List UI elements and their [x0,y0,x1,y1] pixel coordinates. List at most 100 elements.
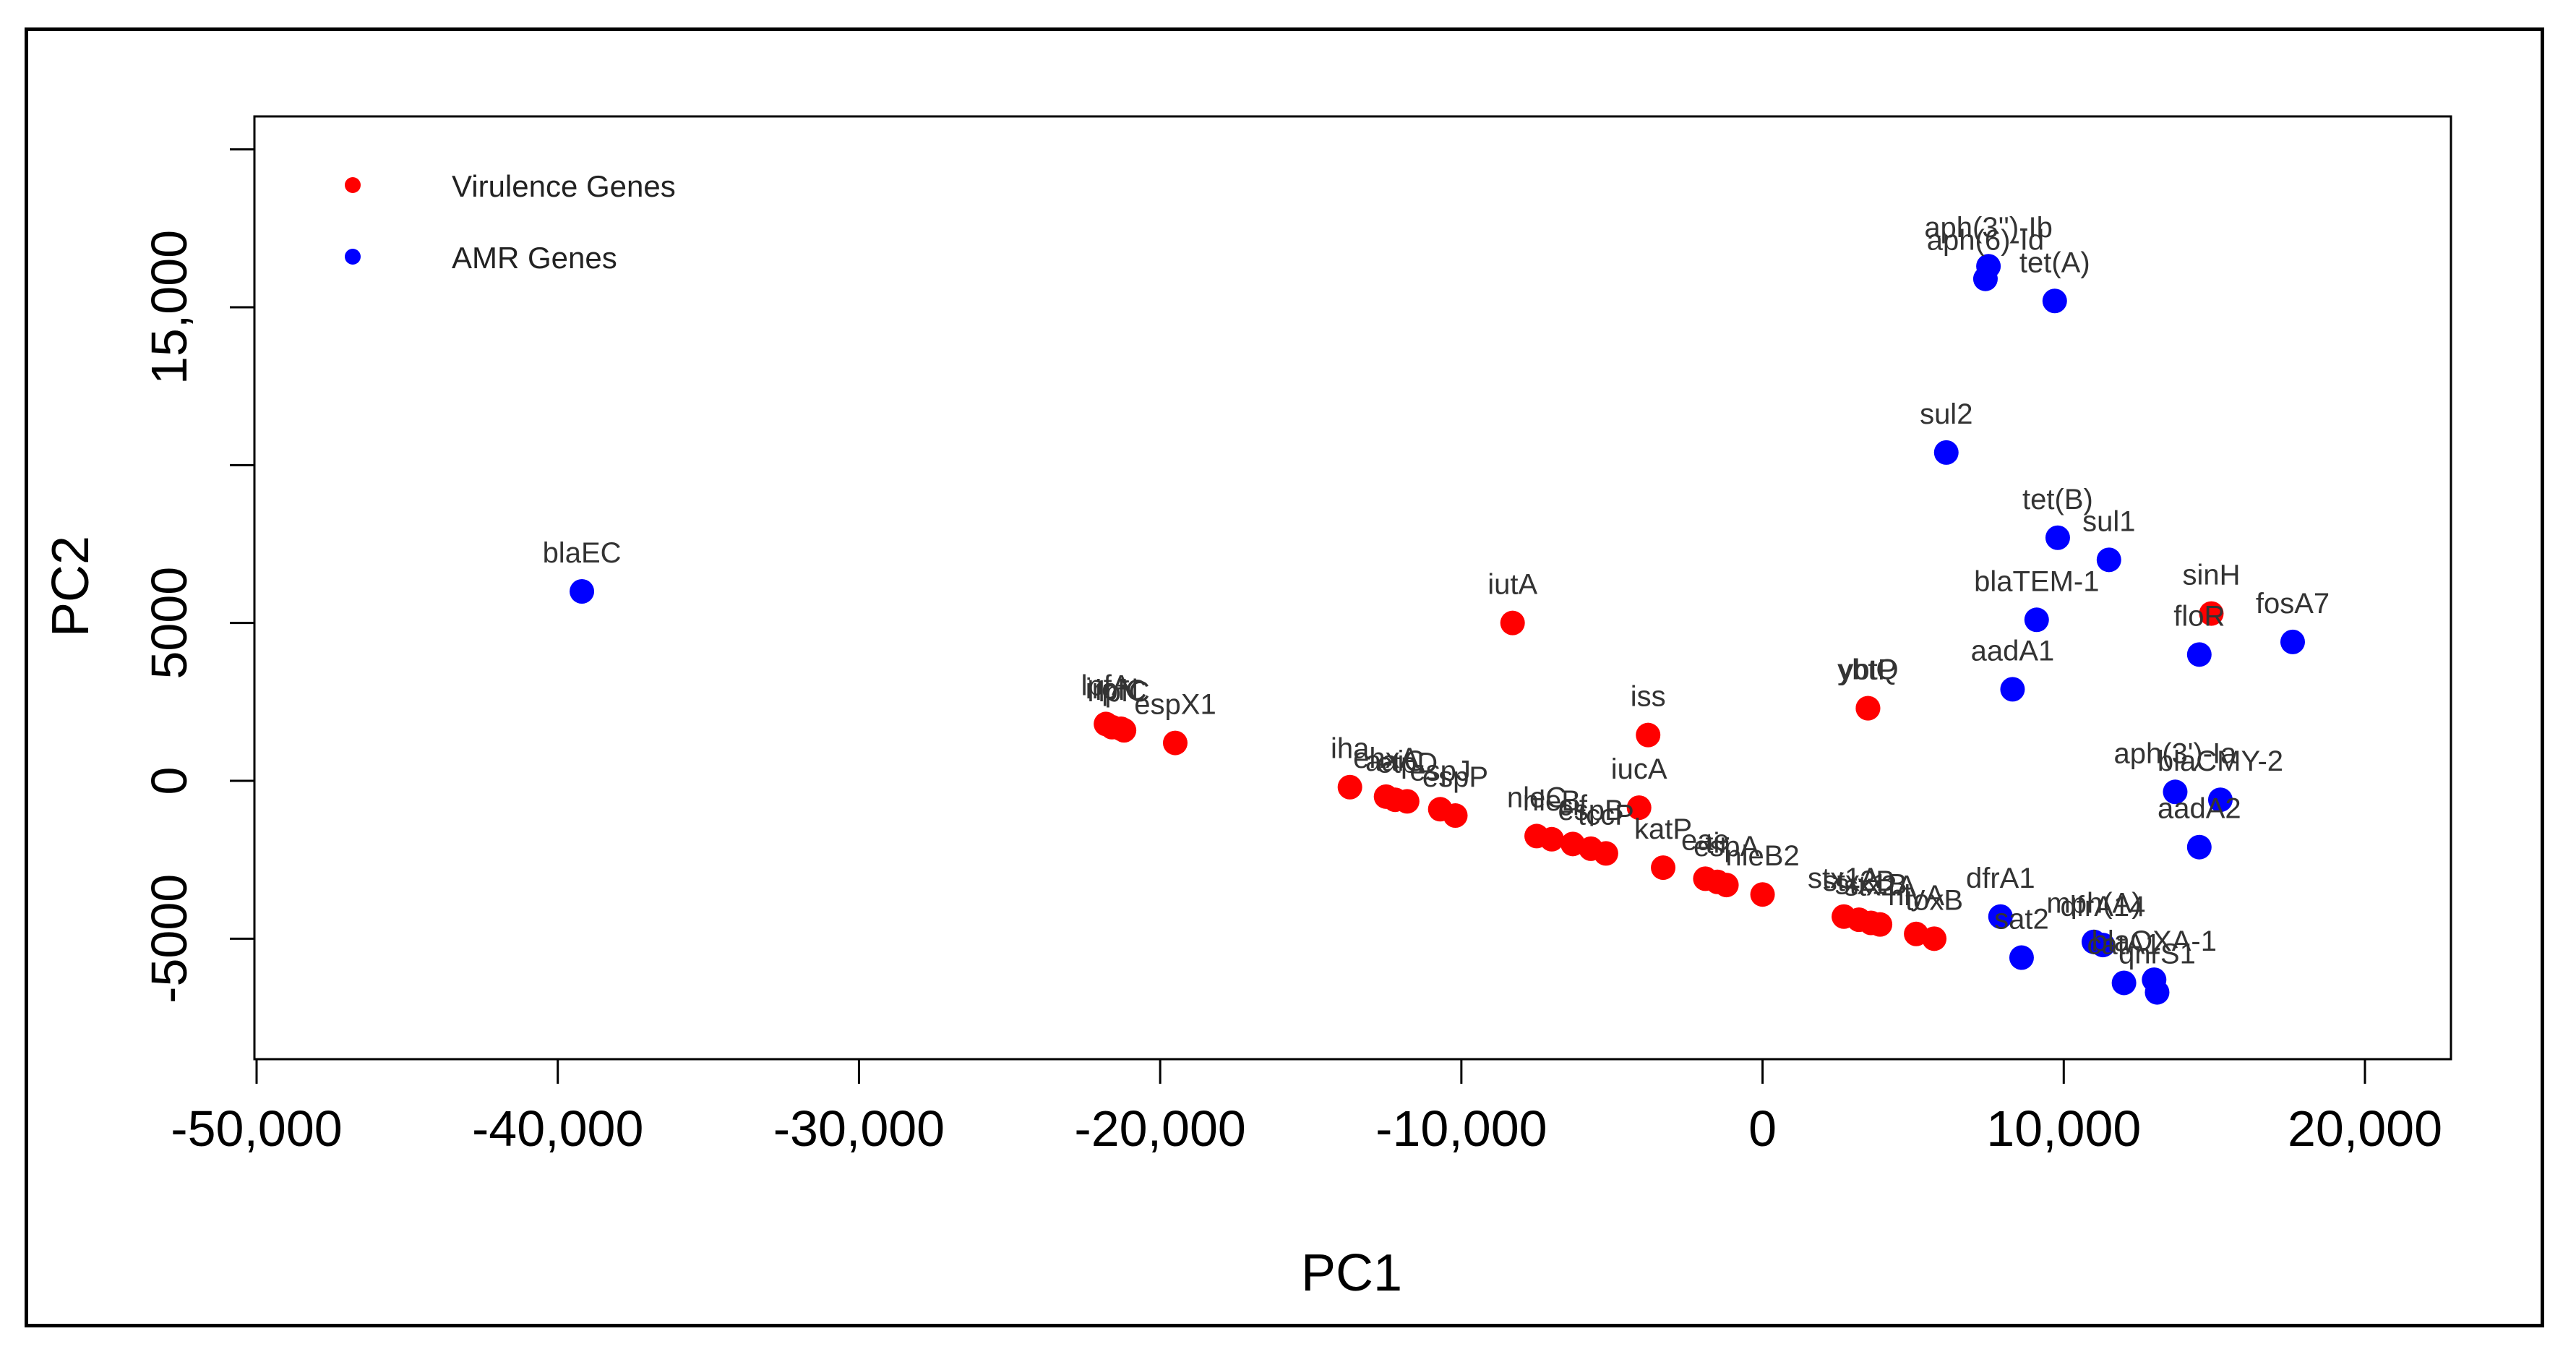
point-virulence [1162,730,1188,756]
point-label-virulence: etpD [1377,747,1438,779]
legend: Virulence Genes AMR Genes [345,169,676,275]
point-label-virulence: stx2B [1823,865,1895,897]
figure-border [25,27,2544,1327]
point-label-virulence: nleC [1507,782,1566,813]
point-amr [1972,266,1998,291]
x-tick-label: -30,000 [773,1100,945,1157]
point-label-amr: blaEC [543,537,622,569]
point-label-virulence: iha [1331,733,1370,765]
point-amr [2090,933,2116,958]
point-amr [2024,607,2049,633]
point-amr [2096,547,2121,573]
legend-marker-virulence [345,177,361,193]
point-label-virulence: espJ [1409,755,1471,787]
point-amr [1988,904,2013,929]
point-label-virulence: iroN [1086,673,1138,705]
point-label-virulence: espP [1422,761,1488,793]
point-virulence [1112,718,1137,743]
y-axis-title: PC2 [42,536,100,637]
point-amr [2045,525,2070,550]
point-amr [2009,945,2034,970]
point-amr [2207,787,2233,813]
y-tick-label: 0 [141,767,197,795]
y-axis: -5000 0 5000 15,000 [141,148,256,1004]
point-label-virulence: iucA [1611,753,1667,785]
point-label-virulence: espA [1693,831,1759,863]
point-label-amr: aph(3'')-Ib [1924,212,2053,244]
point-amr [2163,779,2188,805]
point-label-virulence: stx2A [1844,870,1916,902]
point-label-amr: aadA1 [1971,635,2055,667]
point-label-virulence: tir [1705,828,1729,860]
point-amr [2186,642,2212,667]
x-tick-label: -20,000 [1074,1100,1245,1157]
point-label-virulence: nleB [1523,785,1581,817]
x-tick-label: -40,000 [472,1100,643,1157]
point-label-amr: aph(3')-Ia [2113,737,2237,769]
point-label-virulence: eae [1681,824,1730,856]
point-amr [2280,629,2305,654]
point-label-virulence: espX1 [1134,689,1216,721]
point-label-amr: sul1 [2082,505,2135,537]
point-label-amr: floR [2173,600,2225,632]
point-label-amr: mph(A) [2046,888,2141,920]
point-label-virulence: ybtQ [1837,654,1898,686]
point-virulence [1922,926,1947,951]
point-label-virulence: katP [1634,813,1692,845]
point-label-virulence: ipfC [1095,675,1146,706]
point-virulence [1500,610,1525,636]
point-virulence [2199,601,2224,626]
legend-marker-amr [345,249,361,265]
y-tick-label: 5000 [141,567,197,680]
point-virulence [1651,855,1676,881]
point-label-virulence: ybtP [1839,654,1897,686]
point-label-amr: blaCMY-2 [2158,745,2283,777]
point-label-virulence: stx1B [1835,869,1907,901]
x-axis-title: PC1 [1301,1244,1402,1302]
x-axis: -50,000 -40,000 -30,000 -20,000 -10,000 0 10,0… [171,1058,2442,1157]
point-label-virulence: tccP [1578,799,1634,831]
point-amr [2111,970,2137,996]
point-label-amr: fosA7 [2256,588,2330,620]
x-tick-label: 0 [1748,1100,1777,1157]
point-virulence [1750,882,1775,907]
point-label-virulence: iutA [1487,569,1537,601]
point-label-amr: tet(B) [2022,484,2093,515]
point-virulence [1868,912,1893,937]
point-virulence [1636,722,1661,748]
point-label-virulence: lpfA [1081,669,1131,701]
point-label-amr: sul2 [1920,398,1972,430]
point-label-amr: aadA2 [2158,793,2241,825]
point-label-virulence: ehxA [1353,743,1419,774]
point-virulence [1394,789,1420,814]
point-amr [570,579,595,604]
point-label-amr: aph(6)-Id [1927,225,2044,257]
point-virulence [1714,873,1739,898]
x-tick-label: 20,000 [2288,1100,2442,1157]
point-amr [2000,677,2025,702]
data-points: ybtQybtPlpfAiroNipfClpfCespX1iutAissihae… [543,212,2330,1005]
point-virulence [1337,774,1362,800]
x-tick-label: 10,000 [1986,1100,2141,1157]
point-label-amr: dfrA14 [2061,891,2146,923]
point-label-virulence: lpfC [1099,676,1150,708]
point-label-amr: sat2 [1994,904,2049,936]
point-label-amr: qnrS1 [2118,938,2196,970]
point-label-amr: blaTEM-1 [1974,565,2099,597]
point-label-virulence: espB [1558,795,1623,826]
point-amr [2042,288,2067,314]
point-label-virulence: sinH [2182,560,2240,591]
point-virulence [1539,826,1564,852]
point-label-virulence: stx1A [1808,863,1880,894]
legend-label-amr: AMR Genes [452,241,617,275]
point-label-virulence: nleB2 [1725,840,1799,872]
point-label-amr: tet(A) [2019,247,2090,278]
point-amr [2186,834,2212,860]
point-label-amr: catA1 [2087,928,2160,960]
y-tick-label: -5000 [141,874,197,1004]
point-label-virulence: iss [1631,681,1666,713]
point-label-virulence: aaiC [1365,745,1425,777]
y-tick-label: 15,000 [141,230,197,385]
point-virulence [1593,841,1618,866]
